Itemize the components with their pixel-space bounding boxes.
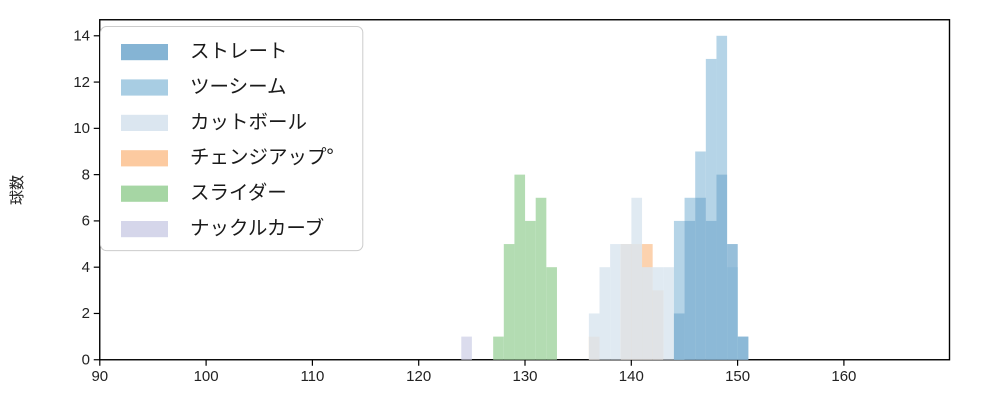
svg-text:チェンジアップ°: チェンジアップ° (190, 141, 334, 170)
svg-text:130: 130 (512, 368, 537, 385)
svg-text:90: 90 (91, 368, 108, 385)
svg-text:140: 140 (619, 368, 644, 385)
svg-text:10: 10 (73, 120, 90, 137)
svg-text:120: 120 (406, 368, 431, 385)
svg-text:0: 0 (82, 352, 90, 369)
svg-text:110: 110 (300, 368, 324, 385)
svg-text:6: 6 (82, 213, 90, 230)
svg-text:100: 100 (194, 368, 219, 385)
svg-text:12: 12 (73, 74, 90, 91)
svg-text:8: 8 (82, 166, 90, 183)
svg-text:2: 2 (82, 305, 90, 322)
svg-text:カットボール: カットボール (190, 105, 307, 134)
svg-text:ツーシーム: ツーシーム (190, 70, 287, 99)
svg-text:14: 14 (73, 28, 90, 45)
svg-text:ストレート: ストレート (190, 35, 288, 64)
svg-text:160: 160 (831, 368, 856, 385)
svg-text:スライダー: スライダー (190, 176, 287, 205)
svg-text:球数: 球数 (6, 175, 27, 205)
svg-text:ナックルカーブ: ナックルカーブ (190, 212, 324, 241)
svg-text:4: 4 (82, 259, 90, 276)
svg-text:150: 150 (725, 368, 750, 385)
